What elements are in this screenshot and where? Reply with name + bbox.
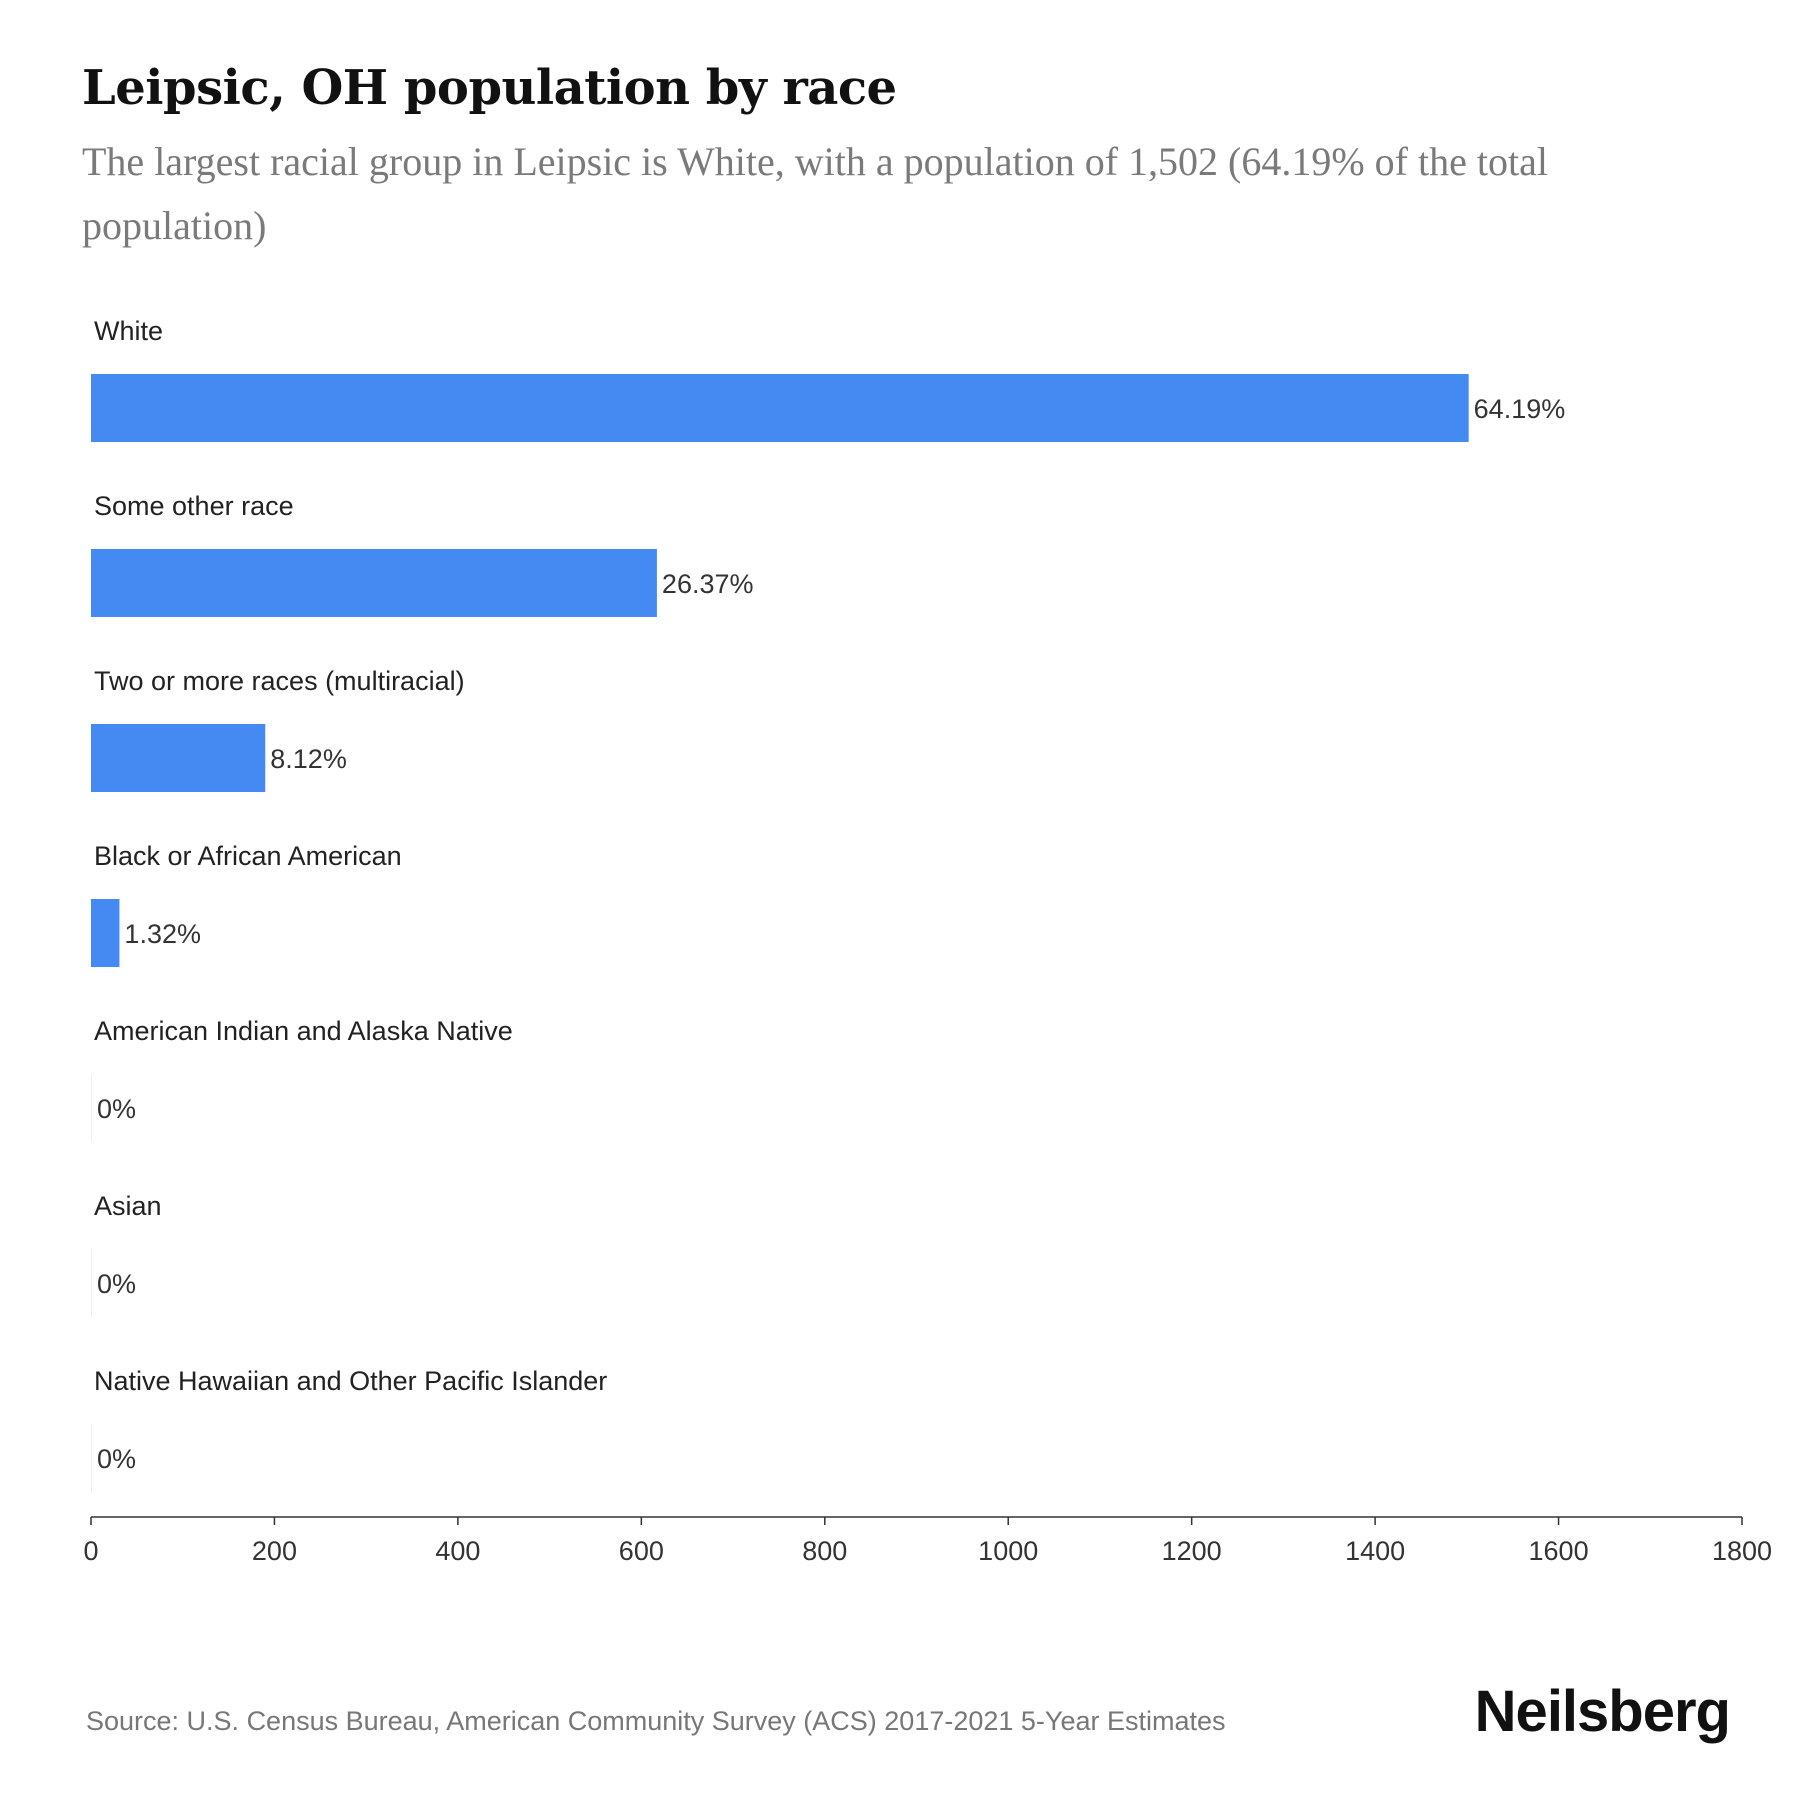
bar	[91, 724, 266, 792]
x-tick-label: 1400	[1345, 1536, 1405, 1566]
data-label: 64.19%	[1474, 394, 1566, 424]
x-tick-label: 400	[435, 1536, 480, 1566]
bar	[91, 1074, 92, 1142]
data-label: 0%	[97, 1444, 136, 1474]
source-note: Source: U.S. Census Bureau, American Com…	[86, 1706, 1226, 1736]
x-tick-label: 800	[802, 1536, 847, 1566]
category-label: Two or more races (multiracial)	[94, 666, 465, 696]
bar	[91, 374, 1469, 442]
chart-subtitle: The largest racial group in Leipsic is W…	[82, 139, 1548, 248]
bar	[91, 1424, 92, 1492]
brand-logo: Neilsberg	[1474, 1679, 1731, 1744]
bar	[91, 549, 657, 617]
x-tick-label: 1000	[978, 1536, 1038, 1566]
data-label: 0%	[97, 1094, 136, 1124]
data-label: 1.32%	[124, 919, 201, 949]
x-tick-label: 1800	[1712, 1536, 1772, 1566]
chart-title: Leipsic, OH population by race	[82, 60, 897, 116]
category-label: Some other race	[94, 491, 294, 521]
category-label: White	[94, 316, 163, 346]
bar	[91, 1249, 92, 1317]
category-label: Black or African American	[94, 841, 402, 871]
x-tick-label: 1200	[1162, 1536, 1222, 1566]
x-tick-label: 0	[83, 1536, 98, 1566]
data-label: 26.37%	[662, 569, 754, 599]
data-label: 8.12%	[270, 744, 347, 774]
category-label: American Indian and Alaska Native	[94, 1016, 513, 1046]
category-label: Native Hawaiian and Other Pacific Island…	[94, 1366, 607, 1396]
x-tick-label: 600	[619, 1536, 664, 1566]
x-tick-label: 200	[252, 1536, 297, 1566]
data-label: 0%	[97, 1269, 136, 1299]
bar	[91, 899, 120, 967]
x-tick-label: 1600	[1529, 1536, 1589, 1566]
category-label: Asian	[94, 1191, 162, 1221]
